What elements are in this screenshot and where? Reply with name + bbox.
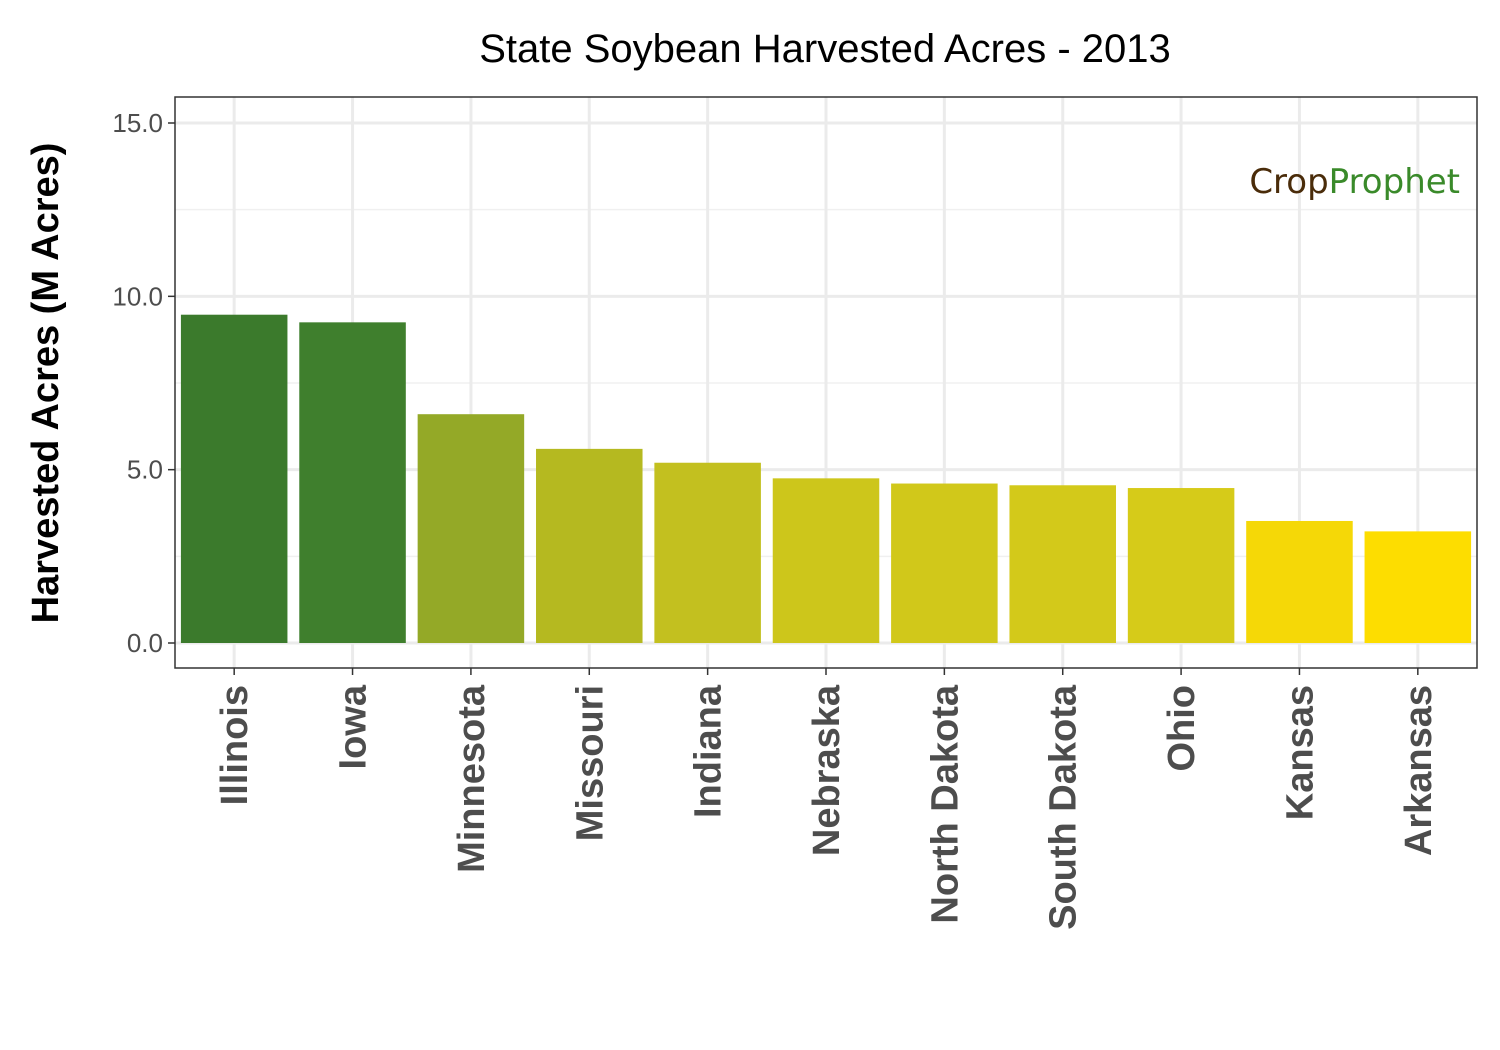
y-axis-label: Harvested Acres (M Acres) (25, 143, 67, 624)
bar-kansas (1246, 520, 1353, 643)
x-tick-label: South Dakota (1043, 684, 1085, 930)
cropprophet-logo: CropProphet (1249, 162, 1460, 202)
bar-arkansas (1364, 531, 1472, 643)
chart-title: State Soybean Harvested Acres - 2013 (479, 27, 1171, 71)
y-tick-label: 10.0 (112, 281, 163, 311)
logo-text-crop: Crop (1249, 162, 1328, 202)
y-tick-label: 0.0 (127, 628, 163, 658)
bar-indiana (654, 462, 761, 643)
bar-minnesota (417, 414, 525, 643)
svg-text:CropProphet: CropProphet (1249, 162, 1460, 202)
x-tick-label: Nebraska (806, 684, 848, 856)
bar-north-dakota (891, 483, 998, 643)
bar-illinois (180, 314, 288, 643)
y-tick-label: 15.0 (112, 108, 163, 138)
x-tick-label: Iowa (333, 684, 375, 769)
x-tick-label: Arkansas (1398, 685, 1440, 856)
x-tick-label: Ohio (1161, 685, 1203, 772)
x-tick-label: Minnesota (451, 684, 493, 873)
plot-border (174, 96, 1478, 669)
x-tick-label: Missouri (569, 685, 611, 841)
bar-south-dakota (1009, 485, 1116, 643)
x-tick-label: Illinois (214, 685, 256, 805)
bar-iowa (299, 322, 406, 643)
bars (180, 314, 1472, 643)
x-tick-label: Indiana (688, 684, 730, 818)
y-axis-ticks: 0.0 5.0 10.0 15.0 (112, 108, 175, 658)
logo-text-prophet: Prophet (1329, 162, 1460, 202)
x-tick-label: North Dakota (924, 684, 966, 923)
bar-nebraska (772, 478, 880, 643)
bar-ohio (1127, 488, 1235, 643)
bar-missouri (536, 448, 643, 643)
y-tick-label: 5.0 (127, 455, 163, 485)
x-axis-ticks: Illinois Iowa Minnesota Missouri Indiana Nebr… (214, 668, 1440, 930)
x-tick-label: Kansas (1279, 685, 1321, 820)
